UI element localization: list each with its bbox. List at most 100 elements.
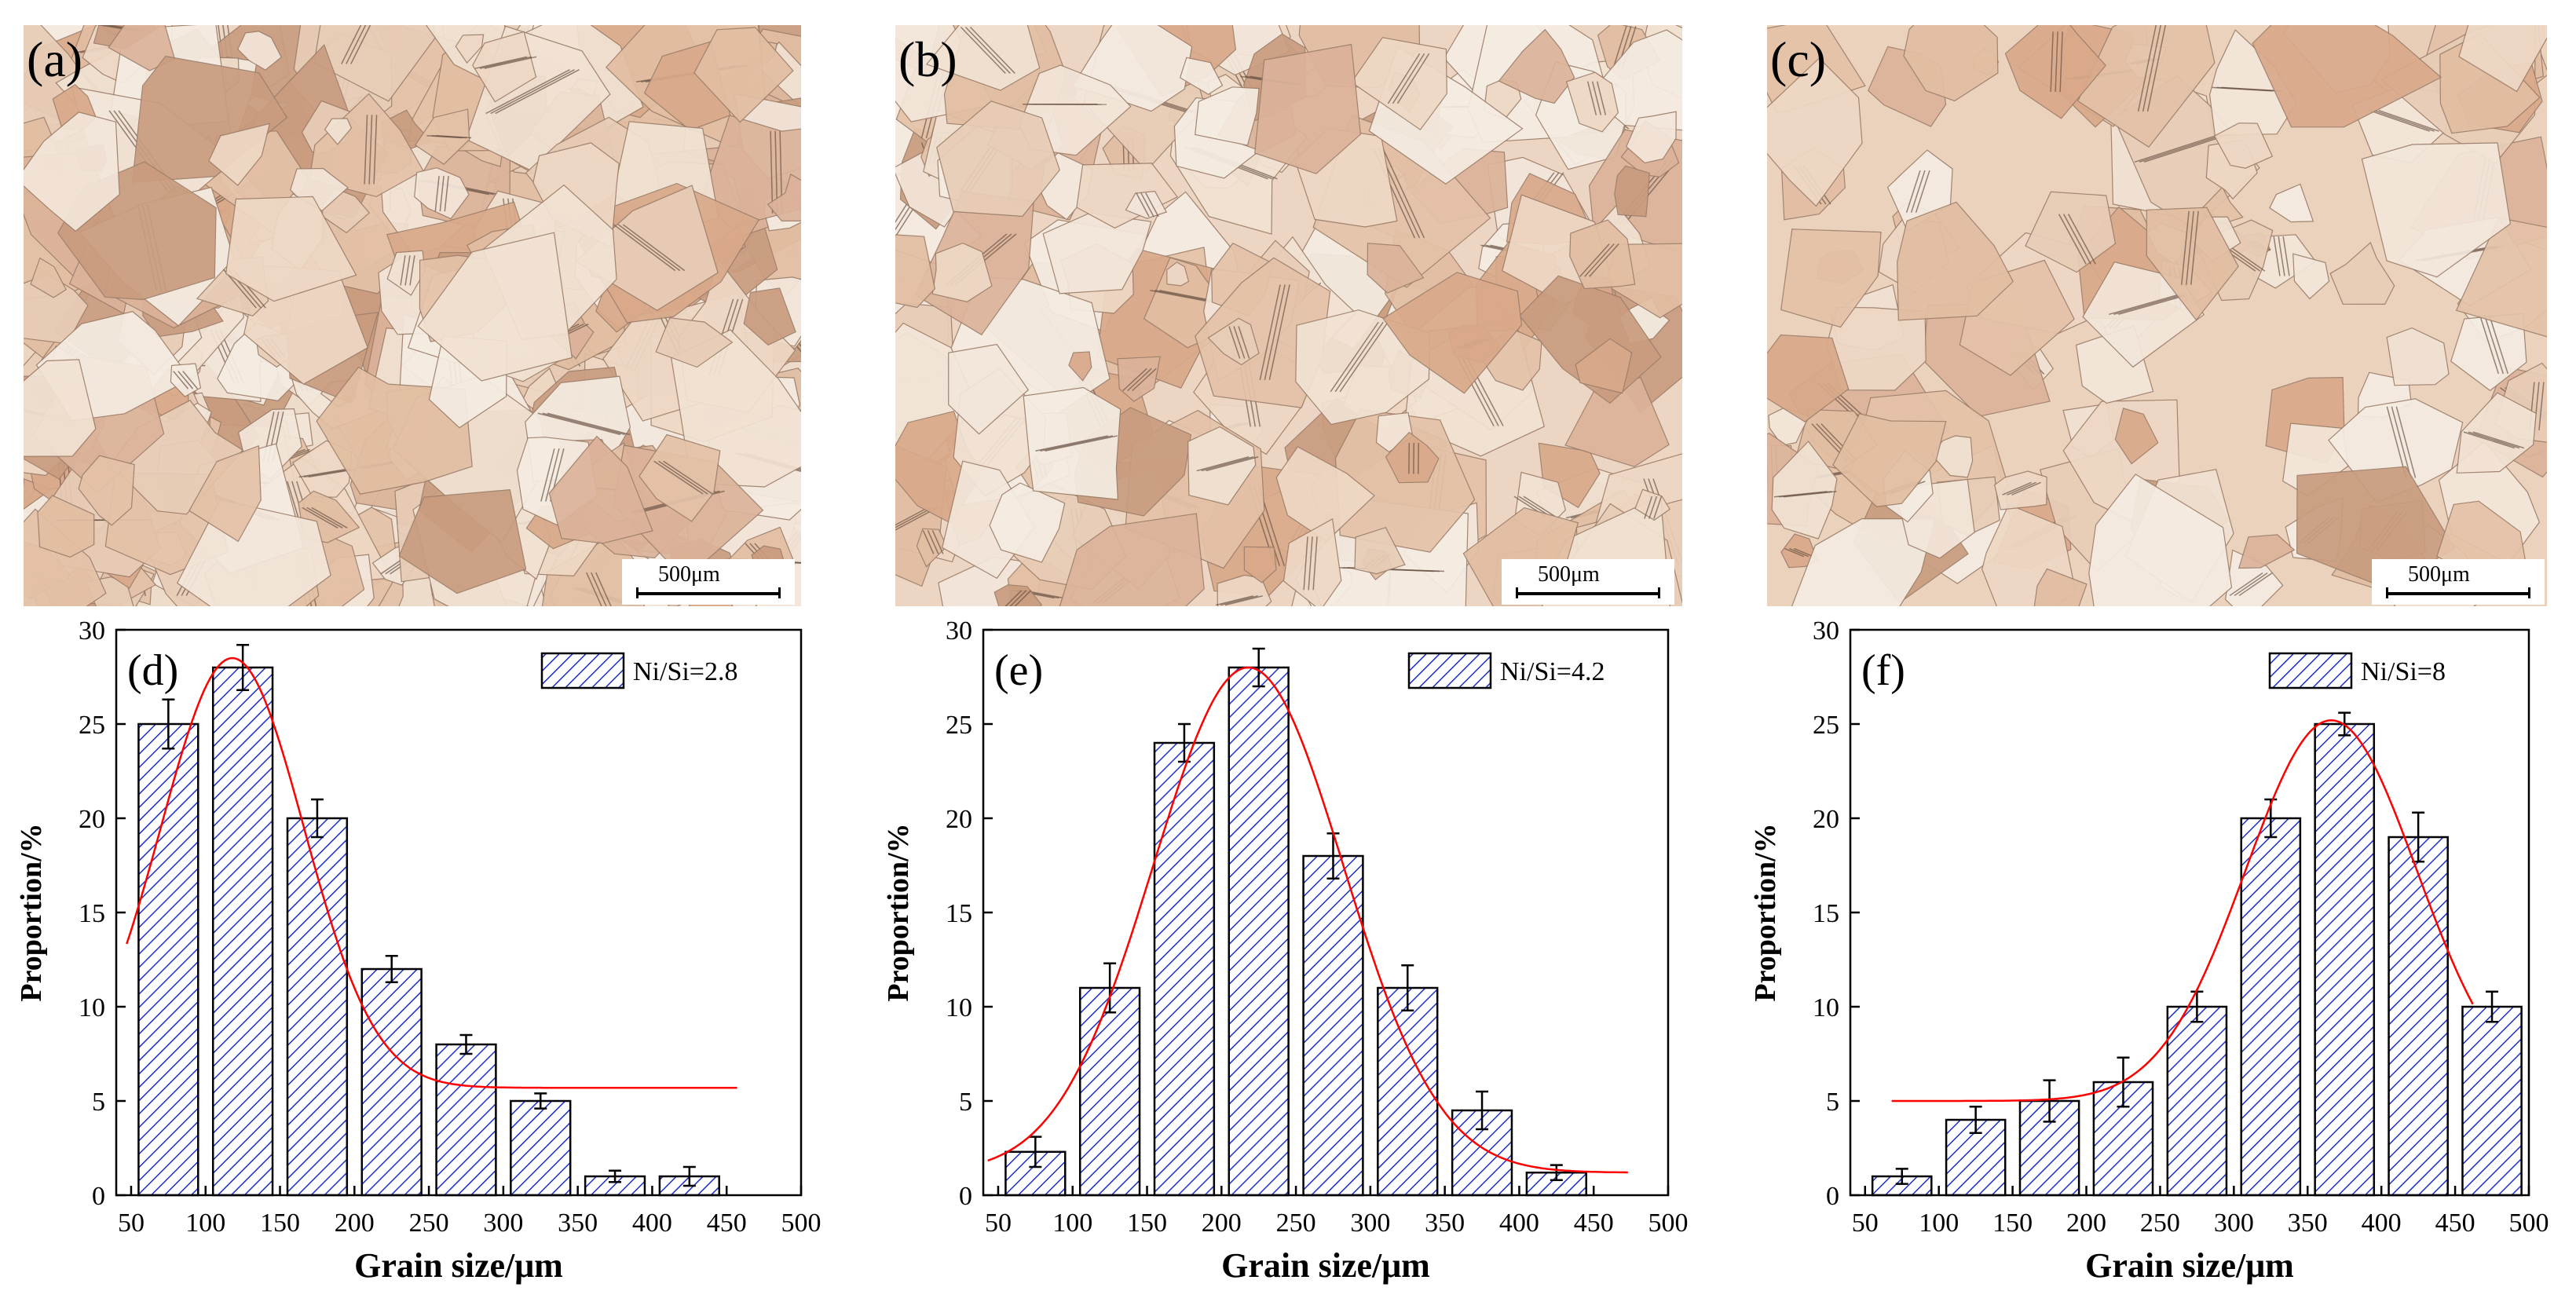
x-tick-label-50: 50: [118, 1209, 145, 1238]
x-axis-label: Grain size/μm: [1221, 1246, 1430, 1285]
y-tick-label-0: 0: [959, 1182, 972, 1211]
scale-bar-tick-left-a: [636, 587, 639, 598]
x-tick-label-150: 150: [1992, 1209, 2033, 1238]
scale-bar-a: [636, 592, 781, 595]
x-axis-label: Grain size/μm: [2085, 1246, 2294, 1285]
y-tick-label-25: 25: [946, 711, 972, 740]
x-tick-label-200: 200: [1202, 1209, 1242, 1238]
legend: Ni/Si=8: [2268, 652, 2446, 689]
micrograph-b: [895, 25, 1682, 606]
fit-curve: [987, 666, 1628, 1174]
chart-f: 50 100 150 200 250 300 350 400 450 500 0 5 10 15 20 25 3…: [1734, 613, 2576, 1302]
legend-swatch: [2268, 652, 2353, 689]
error-bar-175: [310, 798, 324, 839]
bar-175: [1153, 741, 1216, 1197]
legend-label: Ni/Si=4.2: [1500, 657, 1605, 686]
x-tick-label-250: 250: [409, 1209, 449, 1238]
scale-bar-box-a: 500μm: [622, 559, 795, 605]
panel-label-c: (c): [1770, 31, 1827, 87]
chart-d-svg: 50 100 150 200 250 300 350 400 450 500 0 5 10 15 20 25 3…: [15, 616, 821, 1285]
error-bar-125: [1969, 1105, 1982, 1135]
x-tick-label-250: 250: [1276, 1209, 1316, 1238]
chart-f-svg: 50 100 150 200 250 300 350 400 450 500 0 5 10 15 20 25 3…: [1749, 616, 2549, 1285]
y-axis-label: Proportion/%: [1749, 823, 1782, 1001]
x-tick-label-500: 500: [1648, 1209, 1689, 1238]
y-tick-label-0: 0: [1826, 1182, 1839, 1211]
bar-325: [2240, 817, 2302, 1197]
panel-label: (f): [1861, 646, 1905, 695]
x-tick-label-150: 150: [1127, 1209, 1167, 1238]
y-tick-label-20: 20: [79, 805, 105, 834]
bar-125: [1078, 986, 1141, 1197]
micrograph-b-image: [895, 25, 1682, 606]
chart-e: 50 100 150 200 250 300 350 400 450 500 0 5 10 15 20 25 3…: [867, 613, 1725, 1302]
y-tick-label-25: 25: [79, 711, 105, 740]
error-bar-75: [1895, 1168, 1908, 1185]
x-tick-label-400: 400: [2362, 1209, 2402, 1238]
scale-bar-box-b: 500μm: [1502, 559, 1674, 605]
error-bar-175: [1177, 722, 1191, 763]
bar-275: [1302, 854, 1364, 1197]
y-tick-label-5: 5: [959, 1088, 972, 1117]
y-tick-label-30: 30: [946, 616, 972, 646]
x-tick-label-400: 400: [1499, 1209, 1539, 1238]
x-axis-label: Grain size/μm: [354, 1246, 563, 1285]
y-tick-label-10: 10: [1813, 993, 1839, 1022]
y-tick-label-15: 15: [1813, 899, 1839, 928]
legend-label: Ni/Si=2.8: [633, 657, 737, 686]
error-bar-425: [1550, 1164, 1563, 1182]
scale-bar-tick-right-b: [1658, 587, 1660, 598]
panel-label-a: (a): [27, 31, 83, 87]
bar-475: [2461, 1005, 2523, 1197]
y-tick-label-15: 15: [946, 899, 972, 928]
scale-bar-box-c: 500μm: [2372, 559, 2545, 605]
scale-bar-b: [1516, 592, 1660, 595]
bar-275: [2166, 1005, 2228, 1197]
error-bar-75: [162, 698, 175, 750]
micrograph-a-image: [24, 25, 801, 606]
scale-bar-label-a: 500μm: [658, 562, 720, 587]
micrograph-a: [24, 25, 801, 606]
error-bar-125: [236, 643, 250, 692]
bar-425: [2388, 836, 2449, 1197]
x-tick-label-450: 450: [2435, 1209, 2475, 1238]
chart-e-svg: 50 100 150 200 250 300 350 400 450 500 0 5 10 15 20 25 3…: [882, 616, 1689, 1285]
x-tick-label-200: 200: [2066, 1209, 2106, 1238]
scale-bar-tick-left-c: [2386, 587, 2388, 598]
fit-curve: [126, 656, 737, 1089]
y-tick-label-10: 10: [946, 993, 972, 1022]
x-tick-label-300: 300: [483, 1209, 523, 1238]
y-tick-label-0: 0: [92, 1182, 105, 1211]
x-tick-label-500: 500: [781, 1209, 821, 1238]
scale-bar-label-b: 500μm: [1538, 562, 1600, 587]
panel-label-b: (b): [898, 31, 957, 87]
scale-bar-label-c: 500μm: [2408, 562, 2470, 587]
x-tick-label-450: 450: [1574, 1209, 1614, 1238]
bar-75: [137, 722, 199, 1197]
error-bar-375: [609, 1169, 622, 1183]
legend-swatch: [1407, 652, 1492, 689]
y-axis-label: Proportion/%: [882, 823, 915, 1001]
x-tick-label-100: 100: [1919, 1209, 1959, 1238]
bar-325: [1377, 986, 1439, 1197]
x-tick-label-450: 450: [707, 1209, 747, 1238]
y-tick-label-20: 20: [946, 805, 972, 834]
scale-bar-tick-left-b: [1516, 587, 1518, 598]
y-tick-label-5: 5: [92, 1088, 105, 1117]
error-bar-225: [1252, 647, 1265, 688]
x-tick-label-350: 350: [2288, 1209, 2328, 1238]
scale-bar-tick-right-a: [778, 587, 781, 598]
fit-curve: [1891, 719, 2474, 1103]
x-tick-label-500: 500: [2509, 1209, 2549, 1238]
y-tick-label-30: 30: [79, 616, 105, 646]
legend-label: Ni/Si=8: [2361, 657, 2446, 686]
bar-325: [510, 1099, 572, 1197]
x-tick-label-150: 150: [260, 1209, 300, 1238]
x-tick-label-300: 300: [1350, 1209, 1390, 1238]
x-tick-label-100: 100: [1052, 1209, 1092, 1238]
y-tick-label-20: 20: [1813, 805, 1839, 834]
error-bar-325: [1401, 964, 1414, 1012]
bar-175: [286, 817, 349, 1197]
panel-label: (d): [127, 646, 178, 695]
bar-225: [360, 967, 423, 1197]
